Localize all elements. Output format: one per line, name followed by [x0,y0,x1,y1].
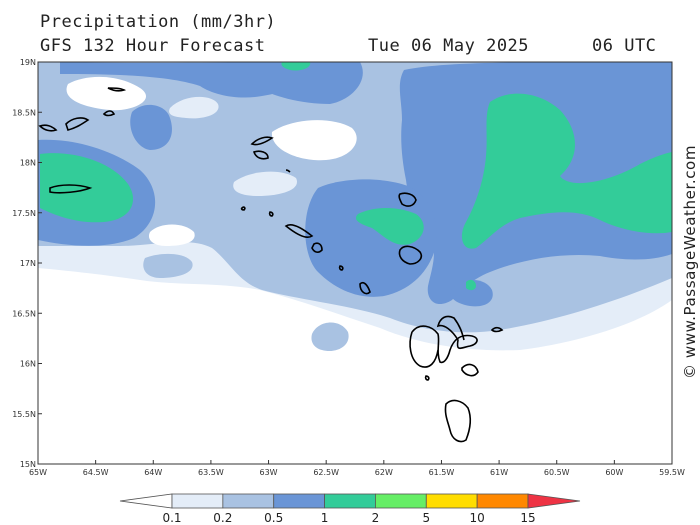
colorbar-segment [375,493,427,509]
precip-gap [169,96,219,119]
longitude-label: 61.5W [429,468,455,477]
colorbar-segment [222,493,275,509]
colorbar-segment [273,493,325,509]
island-saba [240,206,246,211]
longitude-label: 65W [29,468,47,477]
island-marie-galante [461,363,479,377]
colorbar-segment [476,493,529,509]
precip-band-05 [60,62,303,98]
longitude-label: 63W [259,468,277,477]
colorbar-segment [171,493,224,509]
colorbar: 0.1 0.2 0.5 1 2 5 10 15 [119,493,581,525]
island-barbuda [398,192,417,207]
longitude-label: 62.5W [313,468,339,477]
island-antigua [398,245,423,265]
latitude-label: 16.5N [12,309,36,318]
forecast-time: 06 UTC [592,36,657,56]
precip-patch-02 [311,322,349,352]
island-nevis [311,242,323,253]
colorbar-label: 10 [470,511,485,525]
colorbar-label: 2 [372,511,380,525]
island-la-desirade [490,326,504,333]
longitude-label: 60.5W [544,468,570,477]
island-anguilla [250,136,274,146]
island-st-eustatius [268,211,274,217]
precip-band-1 [281,62,311,71]
island-dominica [444,399,471,443]
colorbar-segment [324,493,376,509]
latitude-label: 19N [20,58,36,67]
precip-gap [271,120,357,161]
island-st-barts [285,169,291,173]
longitude-label: 63.5W [198,468,224,477]
longitude-label: 64.5W [83,468,109,477]
island-puerto-rico-east [49,184,93,194]
precip-band-1 [466,279,476,291]
longitude-labels: 65W 64.5W 64W 63.5W 63W 62.5W 62W 61.5W 61W 60.5W… [29,460,685,477]
precip-gap [66,76,147,111]
map-title: Precipitation (mm/3hr) [40,12,277,32]
latitude-label: 17N [20,259,36,268]
precip-band-05 [450,279,493,307]
precip-band-05 [130,104,172,150]
colorbar-label: 0.2 [213,511,232,525]
latitude-label: 15N [20,460,36,469]
precip-band-05 [247,62,363,104]
island-les-saintes [424,375,430,381]
latitude-label: 17.5N [12,209,36,218]
colorbar-segment [119,493,173,509]
island-montserrat [359,281,371,295]
colorbar-label: 15 [520,511,535,525]
colorbar-label: 0.5 [264,511,283,525]
colorbar-label: 0.1 [162,511,181,525]
latitude-label: 15.5N [12,410,36,419]
island-st-thomas [65,117,90,131]
island-anegada [107,87,127,92]
latitude-label: 16N [20,360,36,369]
colorbar-label: 1 [321,511,329,525]
latitude-labels: 19N 18.5N 18N 17.5N 17N 16.5N 16N 15.5N 15N [12,58,42,469]
longitude-label: 64W [144,468,162,477]
longitude-label: 60W [605,468,623,477]
colorbar-segment [425,493,478,509]
forecast-subtitle: GFS 132 Hour Forecast [40,36,266,56]
precip-patch-02 [143,253,193,278]
island-tortola [102,110,116,117]
longitude-label: 61W [490,468,508,477]
precip-band-05 [305,179,437,297]
colorbar-segment [527,493,581,509]
longitude-label: 62W [375,468,393,477]
precipitation-field [38,62,672,352]
colorbar-label: 5 [422,511,430,525]
precip-band-1 [355,208,424,245]
coastlines [38,87,504,443]
island-culebra [38,124,58,132]
precip-gap [233,171,298,196]
latitude-label: 18N [20,159,36,168]
island-st-kitts [284,223,314,239]
island-st-martin [252,150,269,160]
precip-band-1 [461,93,672,249]
forecast-date: Tue 06 May 2025 [368,36,530,56]
island-redonda [338,265,344,271]
precip-gap [148,224,195,246]
latitude-label: 18.5N [12,108,36,117]
island-guadeloupe [409,315,478,368]
longitude-label: 59.5W [659,468,685,477]
